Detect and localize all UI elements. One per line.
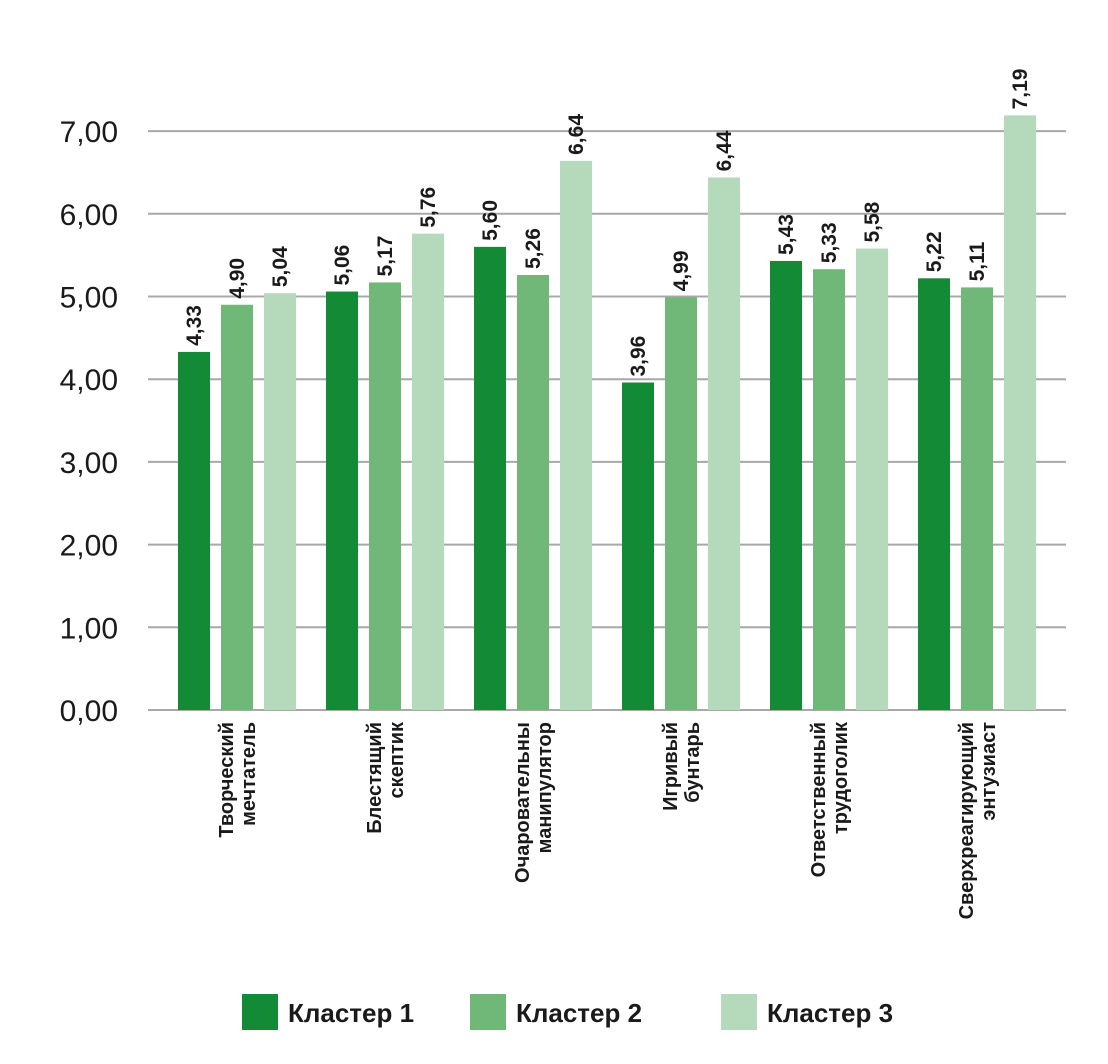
- bar-value-label: 5,17: [374, 236, 397, 277]
- bar: [517, 274, 549, 710]
- y-axis-ticks: 0,00 1,00 2,00 3,00 4,00 5,00 6,00 7,00: [60, 116, 118, 728]
- y-tick-label: 5,00: [60, 282, 118, 315]
- legend-swatch: [470, 994, 506, 1030]
- legend-label: Кластер 3: [767, 998, 893, 1028]
- bar-value-label: 7,19: [1009, 69, 1032, 110]
- bar-value-label: 5,06: [331, 245, 354, 286]
- legend-swatch: [242, 994, 278, 1030]
- category-label: Ответственный трудоголик: [808, 721, 852, 877]
- gridlines: [148, 130, 1066, 711]
- y-tick-label: 3,00: [60, 447, 118, 480]
- bar: [961, 287, 993, 710]
- bar-value-label: 5,11: [966, 241, 989, 281]
- category-label: Сверхреагирующий энтузиаст: [956, 722, 1000, 920]
- bar: [264, 293, 296, 710]
- category-label-line: Блестящий: [364, 722, 386, 834]
- y-tick-label: 7,00: [60, 116, 118, 149]
- category-label: Очаровательны манипулятор: [512, 722, 556, 883]
- bar: [918, 278, 950, 710]
- bar-value-label: 5,60: [479, 200, 502, 241]
- bar-value-label: 5,43: [775, 214, 798, 255]
- category-label-line: бунтарь: [682, 722, 704, 803]
- bar: [369, 282, 401, 710]
- bar-value-label: 5,76: [417, 187, 440, 228]
- category-labels: Творческий мечтатель Блестящий скептик Очаро…: [216, 721, 1000, 919]
- bar: [856, 248, 888, 710]
- category-label-line: трудоголик: [830, 721, 852, 834]
- bar-value-label: 6,44: [713, 130, 736, 171]
- bar-value-label: 5,04: [269, 246, 292, 287]
- legend-label: Кластер 1: [288, 998, 414, 1028]
- bar: [326, 291, 358, 710]
- bar: [178, 351, 210, 710]
- category-label-line: Игривый: [660, 722, 682, 811]
- bar-value-label: 3,96: [627, 336, 650, 377]
- category-label: Блестящий скептик: [364, 721, 408, 834]
- bar-value-labels: 4,33 4,90 5,04 5,06 5,17 5,76 5,60 5,26 6,64 3,96…: [183, 69, 1032, 377]
- y-tick-label: 6,00: [60, 199, 118, 232]
- bar: [560, 160, 592, 710]
- category-label-line: Очаровательны: [512, 722, 534, 883]
- bar-value-label: 4,90: [226, 258, 249, 299]
- y-tick-label: 0,00: [60, 695, 118, 728]
- bar-value-label: 5,22: [923, 231, 946, 272]
- category-label: Творческий мечтатель: [216, 722, 260, 838]
- legend: Кластер 1 Кластер 2 Кластер 3: [242, 994, 893, 1030]
- y-tick-label: 4,00: [60, 364, 118, 397]
- category-label-line: скептик: [386, 721, 408, 798]
- y-tick-label: 2,00: [60, 530, 118, 563]
- category-label-line: энтузиаст: [978, 722, 1000, 821]
- bars: [178, 115, 1036, 711]
- bar-value-label: 6,64: [565, 114, 588, 155]
- bar-value-label: 5,58: [861, 201, 884, 242]
- bar-value-label: 4,33: [183, 305, 206, 346]
- bar-value-label: 4,99: [670, 250, 693, 291]
- bar-value-label: 5,26: [522, 228, 545, 269]
- bar: [412, 233, 444, 710]
- category-label-line: Сверхреагирующий: [956, 722, 978, 919]
- bar: [221, 304, 253, 710]
- bar: [665, 297, 697, 710]
- bar: [474, 246, 506, 710]
- category-label: Игривый бунтарь: [660, 722, 704, 811]
- category-label-line: мечтатель: [238, 722, 260, 826]
- category-label-line: Ответственный: [808, 722, 830, 877]
- legend-label: Кластер 2: [516, 998, 642, 1028]
- category-label-line: манипулятор: [534, 722, 556, 853]
- bar: [622, 382, 654, 710]
- bar: [770, 260, 802, 710]
- y-tick-label: 1,00: [60, 612, 118, 645]
- category-label-line: Творческий: [216, 722, 238, 838]
- legend-swatch: [721, 994, 757, 1030]
- bar: [1004, 115, 1036, 710]
- bar: [813, 269, 845, 710]
- bar-value-label: 5,33: [818, 222, 841, 263]
- bar: [708, 177, 740, 711]
